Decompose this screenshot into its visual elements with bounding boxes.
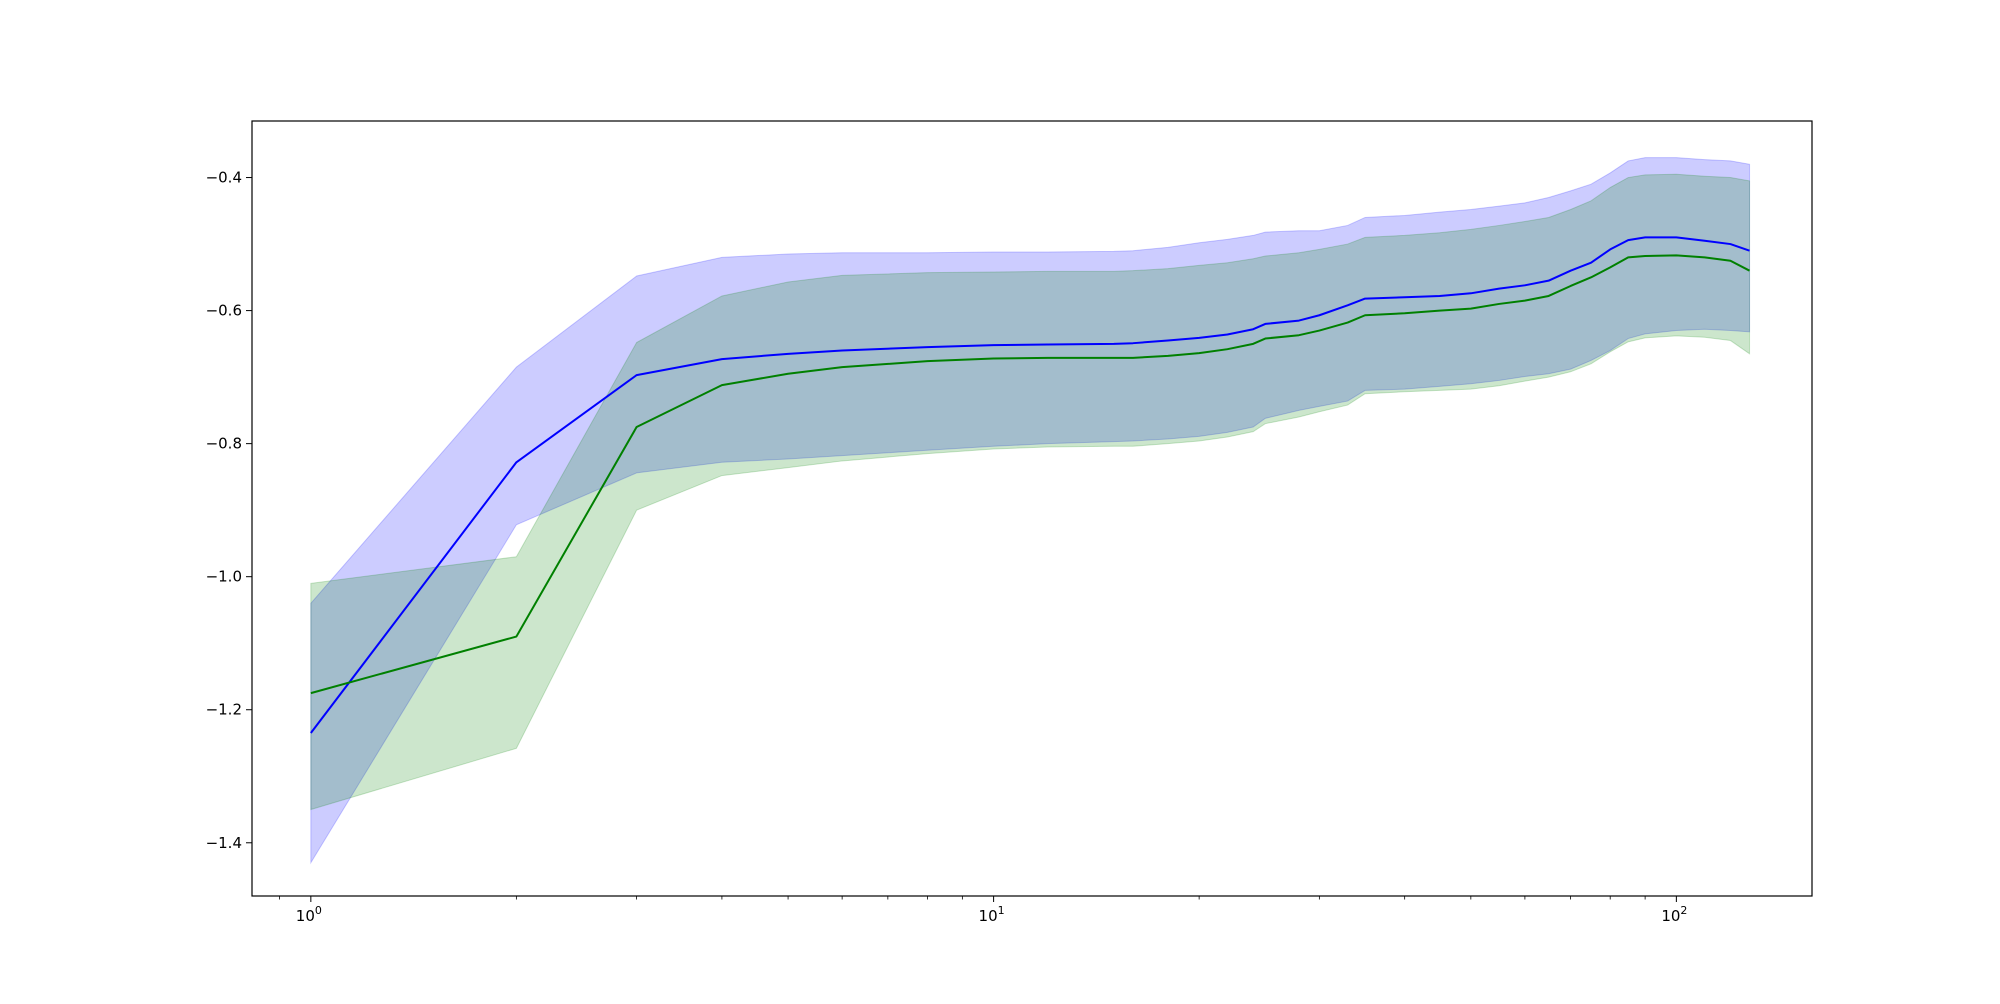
series-1-line [310,236,1750,734]
y-tick-label: −0.6 [206,302,242,320]
series-2-line [310,254,1751,695]
y-tick-label: −0.4 [206,169,242,187]
y-tick-label: −1.4 [206,834,242,852]
x-tick-label: 101 [979,904,1005,925]
x-axis: 100 101 102 [279,896,1687,925]
series-lines [310,236,1751,734]
y-axis: −0.4 −0.6 −0.8 −1.0 −1.2 −1.4 [206,169,252,852]
confidence-bands [310,157,1751,865]
y-tick-label: −0.8 [206,435,242,453]
series-1-band [310,157,1751,865]
y-tick-label: −1.2 [206,701,242,719]
series-2-band [310,173,1751,811]
plot-frame [251,120,1813,897]
x-tick-label: 100 [296,904,322,925]
x-tick-label: 102 [1661,904,1687,925]
y-tick-label: −1.0 [206,568,242,586]
